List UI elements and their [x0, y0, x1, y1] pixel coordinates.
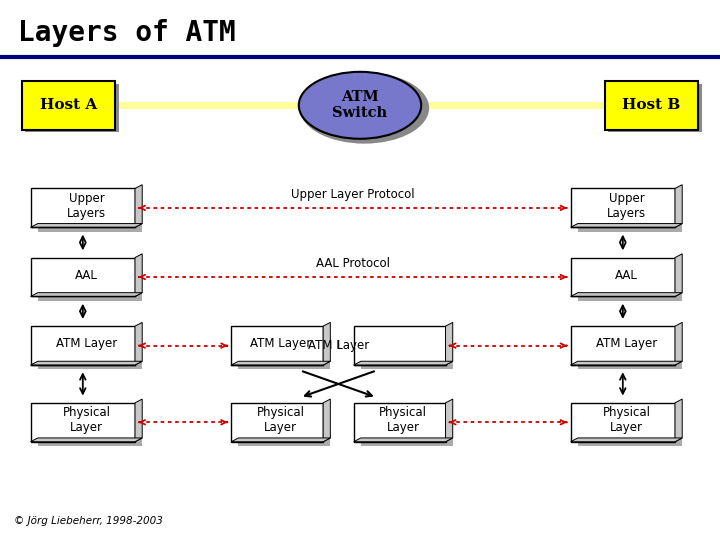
Bar [31, 188, 135, 227]
Bar [31, 403, 135, 442]
Text: Host A: Host A [40, 98, 97, 112]
Bar [22, 81, 115, 130]
Text: Physical
Layer: Physical Layer [63, 407, 110, 434]
Polygon shape [354, 361, 453, 365]
Text: Upper
Layers: Upper Layers [607, 192, 646, 220]
Polygon shape [446, 322, 453, 365]
Text: Physical
Layer: Physical Layer [603, 407, 650, 434]
Polygon shape [31, 438, 143, 442]
Text: ATM Layer: ATM Layer [595, 337, 657, 350]
Polygon shape [323, 322, 330, 365]
Polygon shape [675, 254, 683, 296]
Polygon shape [675, 399, 683, 442]
Bar [571, 403, 675, 442]
Polygon shape [571, 361, 683, 365]
Bar [238, 407, 330, 446]
Bar [238, 330, 330, 369]
Bar [361, 330, 453, 369]
Text: Physical
Layer: Physical Layer [257, 407, 305, 434]
Polygon shape [135, 185, 143, 227]
Polygon shape [675, 185, 683, 227]
Bar [354, 326, 446, 365]
Bar [571, 326, 675, 365]
Polygon shape [231, 361, 330, 365]
Bar [31, 258, 135, 296]
Bar [605, 81, 698, 130]
Bar [577, 407, 682, 446]
Text: Layers of ATM: Layers of ATM [18, 19, 235, 47]
Polygon shape [571, 438, 683, 442]
Text: Upper Layer Protocol: Upper Layer Protocol [291, 188, 415, 201]
Bar [231, 403, 323, 442]
Ellipse shape [299, 72, 421, 139]
Polygon shape [571, 224, 683, 227]
Bar [25, 84, 119, 132]
Bar [571, 258, 675, 296]
Text: Host B: Host B [622, 98, 681, 112]
Bar [38, 193, 142, 232]
Text: AAL: AAL [75, 268, 98, 282]
Text: Physical
Layer: Physical Layer [379, 407, 427, 434]
Text: AAL: AAL [615, 268, 638, 282]
Bar [608, 84, 702, 132]
Text: Upper
Layers: Upper Layers [67, 192, 106, 220]
Polygon shape [231, 438, 330, 442]
Bar [31, 326, 135, 365]
Polygon shape [31, 293, 143, 296]
Polygon shape [323, 399, 330, 442]
Bar [38, 407, 142, 446]
Polygon shape [675, 322, 683, 365]
Bar [231, 326, 323, 365]
Polygon shape [135, 322, 143, 365]
Polygon shape [135, 399, 143, 442]
Bar [577, 193, 682, 232]
Polygon shape [31, 224, 143, 227]
Polygon shape [571, 293, 683, 296]
Bar [577, 330, 682, 369]
Polygon shape [446, 399, 453, 442]
Text: I: I [337, 339, 340, 352]
Polygon shape [135, 254, 143, 296]
Bar [38, 262, 142, 301]
Polygon shape [31, 361, 143, 365]
Ellipse shape [300, 72, 429, 144]
Text: ATM Layer: ATM Layer [55, 337, 117, 350]
Bar [577, 262, 682, 301]
Text: © Jörg Liebeherr, 1998-2003: © Jörg Liebeherr, 1998-2003 [14, 516, 163, 526]
Bar [361, 407, 453, 446]
Text: ATM Layer: ATM Layer [250, 337, 312, 350]
Bar [38, 330, 142, 369]
Bar [354, 403, 446, 442]
Polygon shape [354, 438, 453, 442]
Text: AAL Protocol: AAL Protocol [316, 257, 390, 270]
Text: ATM Layer: ATM Layer [307, 339, 369, 352]
Bar [571, 188, 675, 227]
Text: ATM
Switch: ATM Switch [333, 90, 387, 120]
